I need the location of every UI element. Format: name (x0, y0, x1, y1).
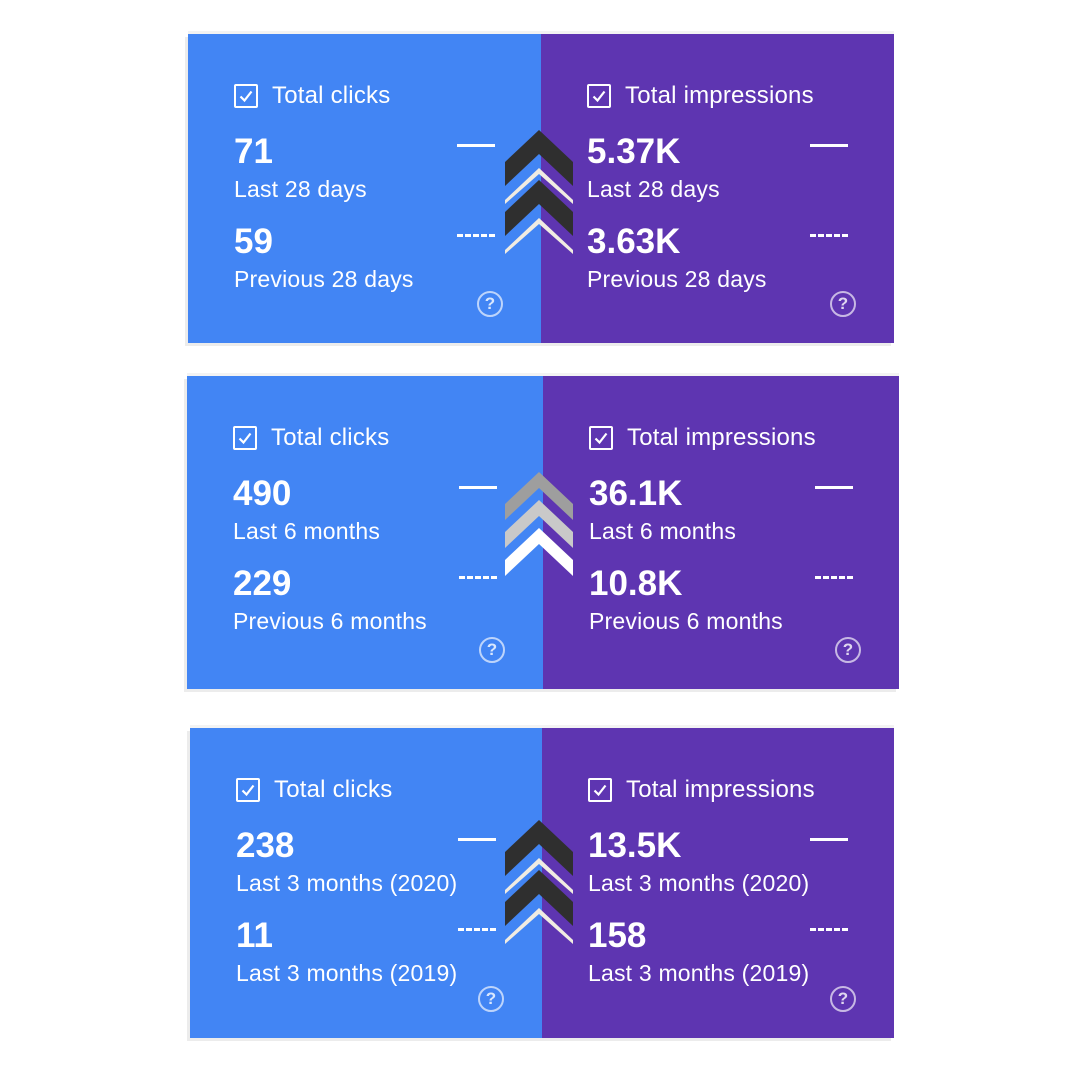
previous-period-label: Previous 6 months (233, 608, 427, 634)
solid-line-legend-icon (459, 486, 497, 489)
current-period-row: 13.5K Last 3 months (2020) (588, 826, 809, 898)
previous-period-label: Previous 6 months (589, 608, 783, 634)
total-impressions-header[interactable]: Total impressions (588, 776, 815, 804)
dashed-line-legend-icon (810, 928, 848, 931)
solid-line-legend-icon (810, 838, 848, 841)
checkbox-checked-icon[interactable] (587, 84, 611, 108)
total-impressions-card[interactable]: Total impressions 5.37K Last 28 days 3.6… (541, 34, 894, 343)
help-icon[interactable]: ? (830, 986, 856, 1012)
previous-period-label: Last 3 months (2019) (588, 960, 810, 986)
current-period-row: 490 Last 6 months (233, 474, 380, 546)
performance-panel-28-days: Total clicks 71 Last 28 days 59 Previous… (188, 34, 894, 343)
previous-value: 11 (236, 916, 273, 955)
previous-period-label: Previous 28 days (587, 266, 767, 292)
help-icon[interactable]: ? (478, 986, 504, 1012)
current-value: 13.5K (588, 826, 682, 865)
solid-line-legend-icon (457, 144, 495, 147)
previous-period-row: 229 Previous 6 months (233, 564, 427, 636)
previous-value: 229 (233, 564, 292, 603)
metric-title: Total impressions (626, 776, 815, 803)
previous-period-row: 3.63K Previous 28 days (587, 222, 767, 294)
total-clicks-card[interactable]: Total clicks 71 Last 28 days 59 Previous… (188, 34, 541, 343)
metric-title: Total clicks (274, 776, 393, 803)
metric-title: Total clicks (271, 424, 390, 451)
help-icon[interactable]: ? (479, 637, 505, 663)
dashed-line-legend-icon (457, 234, 495, 237)
total-clicks-header[interactable]: Total clicks (236, 776, 392, 804)
current-period-row: 5.37K Last 28 days (587, 132, 720, 204)
checkbox-checked-icon[interactable] (233, 426, 257, 450)
dashed-line-legend-icon (458, 928, 496, 931)
help-icon[interactable]: ? (477, 291, 503, 317)
checkbox-checked-icon[interactable] (234, 84, 258, 108)
previous-period-row: 11 Last 3 months (2019) (236, 916, 457, 988)
current-period-label: Last 3 months (2020) (588, 870, 810, 896)
total-impressions-header[interactable]: Total impressions (587, 82, 814, 110)
previous-value: 59 (234, 222, 273, 261)
current-value: 490 (233, 474, 292, 513)
current-period-label: Last 3 months (2020) (236, 870, 458, 896)
total-impressions-header[interactable]: Total impressions (589, 424, 816, 452)
help-icon[interactable]: ? (835, 637, 861, 663)
previous-value: 3.63K (587, 222, 681, 261)
performance-panel-6-months: Total clicks 490 Last 6 months 229 Previ… (187, 376, 899, 689)
current-period-label: Last 28 days (587, 176, 720, 202)
total-impressions-card[interactable]: Total impressions 13.5K Last 3 months (2… (542, 728, 894, 1038)
metric-title: Total clicks (272, 82, 391, 109)
checkbox-checked-icon[interactable] (236, 778, 260, 802)
current-value: 36.1K (589, 474, 683, 513)
current-value: 5.37K (587, 132, 681, 171)
current-period-row: 36.1K Last 6 months (589, 474, 736, 546)
help-icon[interactable]: ? (830, 291, 856, 317)
previous-period-row: 10.8K Previous 6 months (589, 564, 783, 636)
current-period-label: Last 6 months (589, 518, 737, 544)
current-period-row: 238 Last 3 months (2020) (236, 826, 457, 898)
total-clicks-header[interactable]: Total clicks (233, 424, 389, 452)
current-period-row: 71 Last 28 days (234, 132, 367, 204)
solid-line-legend-icon (815, 486, 853, 489)
current-period-label: Last 6 months (233, 518, 381, 544)
checkbox-checked-icon[interactable] (589, 426, 613, 450)
performance-panel-3-months-yoy: Total clicks 238 Last 3 months (2020) 11… (190, 728, 894, 1038)
previous-period-row: 158 Last 3 months (2019) (588, 916, 809, 988)
metric-title: Total impressions (625, 82, 814, 109)
solid-line-legend-icon (810, 144, 848, 147)
total-impressions-card[interactable]: Total impressions 36.1K Last 6 months 10… (543, 376, 899, 689)
current-period-label: Last 28 days (234, 176, 367, 202)
checkbox-checked-icon[interactable] (588, 778, 612, 802)
total-clicks-card[interactable]: Total clicks 490 Last 6 months 229 Previ… (187, 376, 543, 689)
previous-value: 158 (588, 916, 647, 955)
dashed-line-legend-icon (810, 234, 848, 237)
solid-line-legend-icon (458, 838, 496, 841)
previous-period-label: Last 3 months (2019) (236, 960, 458, 986)
dashed-line-legend-icon (815, 576, 853, 579)
dashed-line-legend-icon (459, 576, 497, 579)
total-clicks-header[interactable]: Total clicks (234, 82, 390, 110)
previous-value: 10.8K (589, 564, 683, 603)
current-value: 71 (234, 132, 273, 171)
metric-title: Total impressions (627, 424, 816, 451)
previous-period-label: Previous 28 days (234, 266, 414, 292)
previous-period-row: 59 Previous 28 days (234, 222, 414, 294)
current-value: 238 (236, 826, 295, 865)
total-clicks-card[interactable]: Total clicks 238 Last 3 months (2020) 11… (190, 728, 542, 1038)
